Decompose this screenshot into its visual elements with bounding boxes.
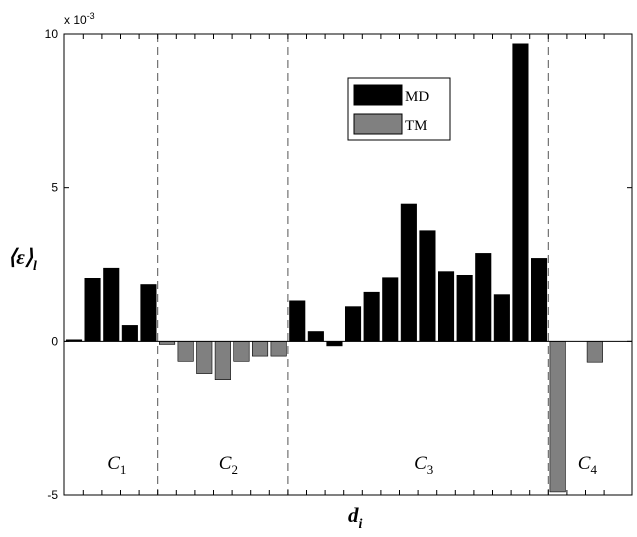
bar-md-14 xyxy=(307,331,324,342)
bar-tm-12 xyxy=(270,340,287,357)
legend: MD TM xyxy=(347,77,451,141)
bar-md-18 xyxy=(382,277,399,342)
bar-tm-27 xyxy=(549,340,566,493)
bar-md-23 xyxy=(475,253,492,342)
legend-swatch-tm xyxy=(353,113,403,135)
bar-tm-10 xyxy=(233,340,250,362)
cluster-label-2: C2 xyxy=(219,453,238,477)
y-tick-label: -5 xyxy=(47,488,58,502)
y-tick-label: 10 xyxy=(45,27,59,41)
y-tick-label: 0 xyxy=(51,334,58,348)
bar-md-21 xyxy=(437,271,455,342)
plot-area xyxy=(63,33,633,496)
cluster-label-1: C1 xyxy=(107,453,126,477)
bar-md-3 xyxy=(103,267,120,342)
bar-md-4 xyxy=(121,325,138,342)
legend-label-md: MD xyxy=(405,89,429,105)
cluster-label-3: C3 xyxy=(414,453,433,477)
bar-md-20 xyxy=(419,230,436,342)
bar-md-22 xyxy=(456,274,473,342)
axes-layer: -5 0 5 10 xyxy=(45,27,632,502)
bar-md-2 xyxy=(84,277,101,342)
bar-tm-11 xyxy=(252,340,269,357)
bar-tm-29 xyxy=(586,340,603,363)
bar-md-24 xyxy=(493,294,510,342)
bar-tm-9 xyxy=(214,340,231,380)
plot-frame xyxy=(63,33,633,496)
bar-md-25 xyxy=(512,43,529,342)
bar-md-16 xyxy=(344,306,362,342)
cluster-boundaries xyxy=(157,34,549,495)
bar-md-17 xyxy=(363,291,380,342)
bar-md-15 xyxy=(326,340,343,347)
bar-md-13 xyxy=(289,300,306,342)
bars-layer xyxy=(66,43,603,493)
legend-label-tm: TM xyxy=(405,118,428,134)
y-axis-label: ⟨ε⟩l xyxy=(8,245,37,274)
legend-swatch-md xyxy=(353,84,403,106)
y-axis-exponent: x 10-3 xyxy=(64,11,95,27)
y-tick-label: 5 xyxy=(51,181,58,195)
bar-md-19 xyxy=(400,203,417,342)
bar-tm-8 xyxy=(196,340,213,374)
cluster-label-4: C4 xyxy=(578,453,598,477)
bar-tm-7 xyxy=(177,340,194,362)
x-axis-label: di xyxy=(348,503,363,532)
bar-md-5 xyxy=(140,284,157,342)
cluster-labels: C1 C2 C3 C4 xyxy=(107,453,597,477)
bar-md-26 xyxy=(530,258,548,342)
